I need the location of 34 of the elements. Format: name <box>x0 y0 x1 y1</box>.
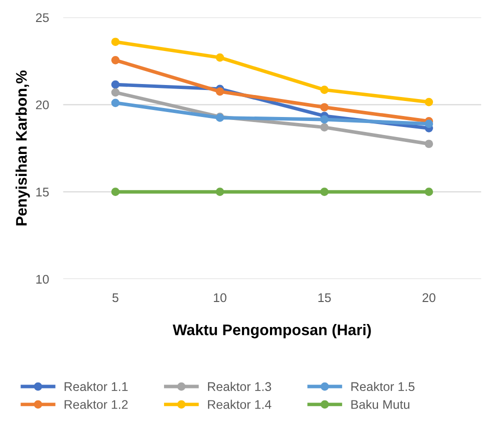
point <box>216 53 224 62</box>
point <box>216 87 224 96</box>
point <box>320 86 329 94</box>
point <box>216 188 224 196</box>
point <box>424 98 434 106</box>
y-axis-title: Penyisihan Karbon,% <box>16 70 30 226</box>
x-tick-label: 10 <box>214 293 226 302</box>
y-tick-label: 10 <box>36 274 49 284</box>
point <box>320 123 329 132</box>
legend-label: Reaktor 1.3 <box>208 382 272 392</box>
point <box>111 88 120 97</box>
point <box>111 38 120 46</box>
point <box>424 188 434 196</box>
legend-label: Reaktor 1.1 <box>64 382 128 392</box>
point <box>111 80 120 89</box>
point <box>111 56 120 64</box>
point <box>424 120 434 128</box>
legend-label: Reaktor 1.2 <box>64 400 128 409</box>
x-axis-title: Waktu Pengomposan (Hari) <box>172 324 371 338</box>
x-tick-label: 15 <box>318 293 331 302</box>
point <box>424 140 434 148</box>
y-tick-label: 20 <box>36 100 49 110</box>
legend-label: Baku Mutu <box>351 400 410 409</box>
point <box>111 188 120 196</box>
legend-label: Reaktor 1.5 <box>351 382 414 392</box>
point <box>320 115 329 124</box>
legend-label: Reaktor 1.4 <box>208 400 272 409</box>
x-tick-label: 5 <box>112 293 118 302</box>
x-tick-label: 20 <box>422 293 436 302</box>
point <box>320 188 329 196</box>
point <box>320 103 329 112</box>
point <box>111 98 120 108</box>
y-tick-label: 25 <box>36 13 49 22</box>
y-tick-label: 15 <box>36 188 49 196</box>
